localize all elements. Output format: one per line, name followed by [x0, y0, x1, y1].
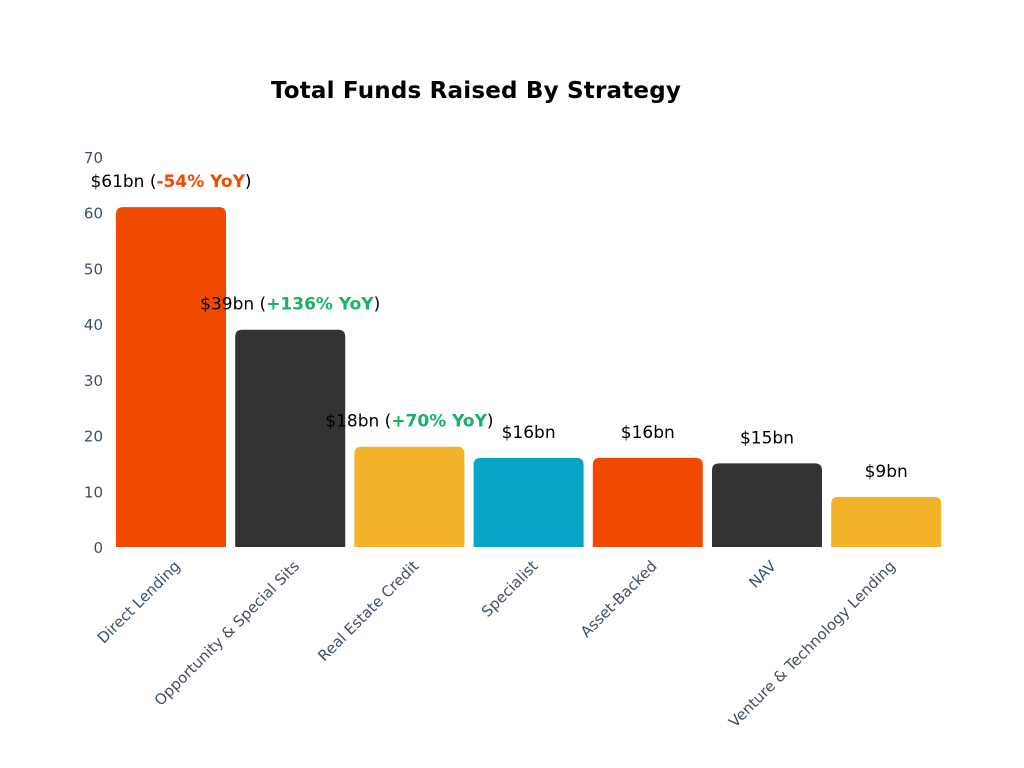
- data-label-paren: (: [144, 172, 156, 192]
- bar-nav: [712, 463, 822, 547]
- x-tick-label: Direct Lending: [94, 557, 184, 647]
- data-label: $15bn: [740, 428, 794, 448]
- data-label-amount: $61bn: [90, 172, 144, 192]
- y-tick-label: 10: [84, 483, 103, 501]
- data-label: $18bn (+70% YoY): [325, 412, 493, 432]
- bar-real-estate-credit: [354, 446, 465, 547]
- data-label-paren: ): [245, 172, 252, 192]
- data-label-change: +70% YoY: [391, 412, 487, 432]
- x-tick-label: NAV: [745, 557, 780, 592]
- bar-specialist: [473, 457, 584, 547]
- y-tick-label: 30: [84, 372, 103, 390]
- x-tick-label: Real Estate Credit: [314, 557, 422, 665]
- data-label-amount: $16bn: [502, 423, 556, 443]
- x-tick-label: Specialist: [478, 557, 542, 621]
- y-tick-label: 70: [84, 149, 103, 167]
- bar-opportunity-special-sits: [235, 329, 346, 547]
- y-tick-label: 0: [93, 539, 103, 557]
- y-tick-label: 40: [84, 316, 103, 334]
- y-tick-label: 50: [84, 260, 103, 278]
- data-label: $16bn: [502, 423, 556, 443]
- y-tick-label: 60: [84, 205, 103, 223]
- data-label-change: -54% YoY: [157, 172, 246, 192]
- data-label: $39bn (+136% YoY): [200, 295, 380, 315]
- data-label-paren: ): [374, 295, 381, 315]
- bar-direct-lending: [116, 207, 226, 547]
- data-label: $16bn: [621, 423, 675, 443]
- chart-title: Total Funds Raised By Strategy: [270, 78, 682, 104]
- bar-asset-backed: [592, 457, 703, 547]
- y-axis: 0 10 20 30 40 50 60 70: [84, 149, 103, 557]
- y-tick-label: 20: [84, 428, 103, 446]
- data-labels: $61bn (-54% YoY)$39bn (+136% YoY)$18bn (…: [90, 172, 907, 482]
- data-label-amount: $18bn: [325, 412, 379, 432]
- data-label-change: +136% YoY: [266, 295, 374, 315]
- data-label-paren: (: [254, 295, 266, 315]
- x-tick-label: Asset-Backed: [577, 557, 661, 641]
- data-label: $9bn: [865, 462, 908, 482]
- bars: [116, 207, 942, 547]
- data-label-amount: $39bn: [200, 295, 254, 315]
- data-label-paren: (: [379, 412, 391, 432]
- data-label-amount: $16bn: [621, 423, 675, 443]
- data-label: $61bn (-54% YoY): [90, 172, 251, 192]
- data-label-amount: $15bn: [740, 428, 794, 448]
- data-label-amount: $9bn: [865, 462, 908, 482]
- bar-venture-technology-lending: [831, 496, 942, 547]
- data-label-paren: ): [487, 412, 494, 432]
